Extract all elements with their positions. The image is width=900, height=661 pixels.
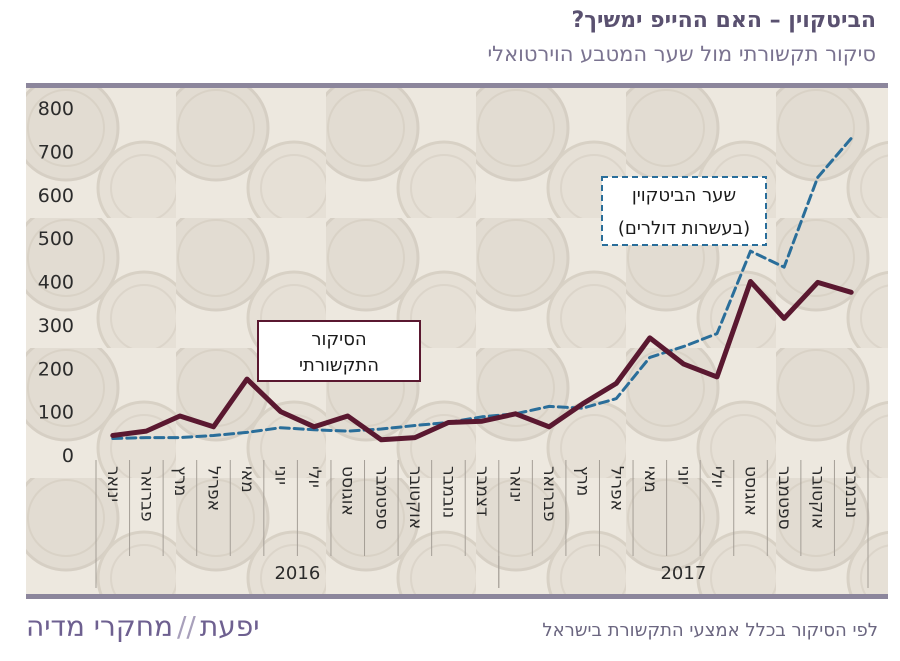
coverage-label-text: הסיקור (311, 329, 366, 350)
x-tick-label: יולי (707, 466, 727, 488)
brand-separator: // (177, 610, 196, 643)
x-tick-label: ינואר (103, 466, 123, 502)
price-label-box (601, 176, 767, 246)
x-tick-label: אוגוסט (338, 466, 358, 516)
line-chart: 0 100 200 300 400 500 600 700 800 ינואר פברואר מרץ… (26, 88, 888, 594)
coverage-line (110, 279, 854, 443)
x-tick-label: אוקטובר (808, 466, 828, 529)
brand-logo: יפעת//מחקרי מדיה (26, 610, 260, 643)
x-tick-label: אוגוסט (741, 466, 761, 516)
y-tick-label: 500 (38, 228, 74, 250)
footer-note: לפי הסיקור בכלל אמצעי התקשורת בישראל (542, 620, 878, 641)
series-labels: הסיקור התקשורתי שער הביטקוין (בעשרות דולרים… (257, 176, 767, 382)
x-tick-label: ספטמבר (774, 466, 794, 530)
x-tick-label: פברואר (136, 466, 156, 522)
bottom-rule (26, 594, 888, 599)
x-axis: ינואר פברואר מרץ אפריל מאי יוני יולי אוגוסט ספטמ… (95, 460, 869, 588)
x-tick-label: פברואר (539, 466, 559, 522)
y-tick-label: 400 (38, 272, 74, 294)
x-tick-label: מרץ (170, 466, 190, 496)
coverage-label-box (257, 320, 421, 382)
x-tick-label: אפריל (606, 466, 626, 511)
top-rule (26, 83, 888, 88)
y-tick-label: 700 (38, 141, 74, 163)
brand-tagline: מחקרי מדיה (26, 610, 173, 643)
y-tick-label: 0 (62, 445, 74, 467)
y-tick-label: 200 (38, 358, 74, 380)
x-tick-label: ינואר (506, 466, 526, 502)
x-tick-label: יוני (673, 466, 693, 485)
x-tick-label: דצמבר (472, 466, 492, 516)
year-label: 2016 (274, 563, 320, 584)
price-label-text: (בעשרות דולרים) (618, 218, 750, 239)
x-tick-label: מאי (640, 466, 660, 493)
x-tick-label: יולי (304, 466, 324, 488)
x-tick-label: נובמבר (438, 466, 458, 518)
x-tick-label: אפריל (203, 466, 223, 511)
price-line (111, 136, 853, 440)
x-tick-label: יוני (271, 466, 291, 485)
y-tick-label: 100 (38, 402, 74, 424)
year-label: 2017 (660, 563, 706, 584)
series-layer (110, 136, 854, 443)
y-tick-label: 600 (38, 185, 74, 207)
plot-area: 0 100 200 300 400 500 600 700 800 ינואר פברואר מרץ… (26, 88, 888, 594)
x-tick-label: נובמבר (841, 466, 861, 518)
y-tick-label: 300 (38, 315, 74, 337)
brand-name: יפעת (199, 610, 260, 643)
x-tick-label: ספטמבר (371, 466, 391, 530)
coin-background (26, 88, 888, 594)
y-axis: 0 100 200 300 400 500 600 700 800 (38, 98, 74, 467)
coverage-label-text: התקשורתי (299, 355, 379, 376)
x-tick-label: אוקטובר (405, 466, 425, 529)
x-tick-label: מרץ (573, 466, 593, 496)
x-tick-label: מאי (237, 466, 257, 493)
y-tick-label: 800 (38, 98, 74, 120)
chart-title: הביטקוין – האם ההייפ ימשיך? (571, 8, 877, 33)
chart-subtitle: סיקור תקשורתי מול שער המטבע הוירטואלי (487, 42, 876, 66)
price-label-text: שער הביטקוין (632, 185, 736, 206)
